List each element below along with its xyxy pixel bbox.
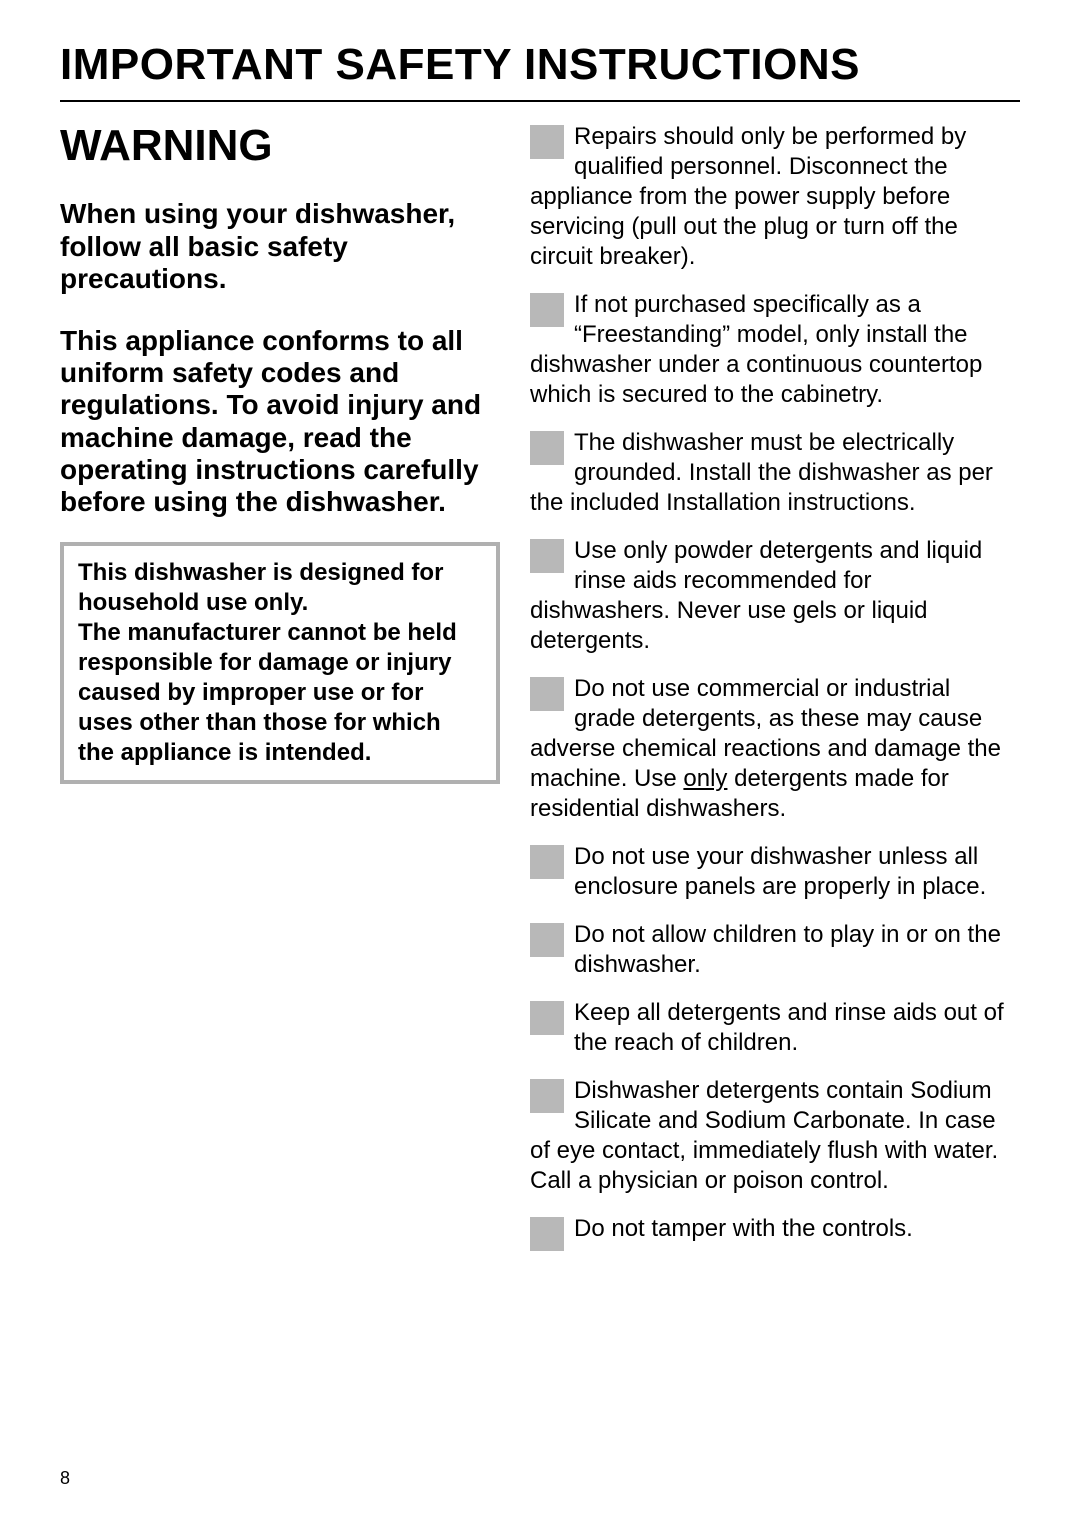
warning-heading: WARNING [60,122,500,170]
bullet-square-icon [530,431,564,465]
manual-page: IMPORTANT SAFETY INSTRUCTIONS WARNING Wh… [0,0,1080,1529]
right-column: Repairs should only be performed by qual… [530,122,1010,1269]
underline-text: only [683,765,727,792]
bullet-square-icon [530,293,564,327]
bullet-square-icon [530,1079,564,1113]
safety-item: Dishwasher detergents contain So­dium Si… [530,1076,1010,1196]
safety-item-text: Do not tamper with the controls. [574,1215,913,1242]
intro-paragraph-2: This appliance conforms to all uniform s… [60,325,500,518]
safety-item-text: The dishwasher must be electri­cally gro… [530,429,993,516]
bullet-square-icon [530,125,564,159]
safety-item-text: Keep all detergents and rinse aids out o… [574,999,1004,1056]
safety-item: Repairs should only be performed by qual… [530,122,1010,272]
safety-item: Do not tamper with the controls. [530,1214,1010,1251]
bullet-square-icon [530,1001,564,1035]
safety-item: Keep all detergents and rinse aids out o… [530,998,1010,1058]
bullet-square-icon [530,1217,564,1251]
left-column: WARNING When using your dish­washer, fol… [60,122,500,1269]
content-columns: WARNING When using your dish­washer, fol… [60,122,1020,1269]
callout-box: This dishwasher is designed for househol… [60,542,500,784]
safety-item-text: Do not allow children to play in or on t… [574,921,1001,978]
safety-item-text: Use only powder detergents and liquid ri… [530,537,982,654]
safety-item-text: Repairs should only be performed by qual… [530,123,966,270]
intro-paragraph-1: When using your dish­washer, follow all … [60,198,500,295]
safety-item-text: Dishwasher detergents contain So­dium Si… [530,1077,998,1194]
bullet-square-icon [530,923,564,957]
safety-item: If not purchased specifically as a “Free… [530,290,1010,410]
safety-item: The dishwasher must be electri­cally gro… [530,428,1010,518]
bullet-square-icon [530,539,564,573]
safety-item: Use only powder detergents and liquid ri… [530,536,1010,656]
bullet-square-icon [530,845,564,879]
safety-item-text: Do not use your dishwasher unless all en… [574,843,986,900]
safety-item-text: If not purchased specifically as a “Free… [530,291,982,408]
safety-item: Do not use commercial or indus­trial gra… [530,674,1010,824]
page-title: IMPORTANT SAFETY INSTRUCTIONS [60,40,1020,102]
page-number: 8 [60,1468,70,1489]
bullet-square-icon [530,677,564,711]
safety-item: Do not allow children to play in or on t… [530,920,1010,980]
safety-item: Do not use your dishwasher unless all en… [530,842,1010,902]
